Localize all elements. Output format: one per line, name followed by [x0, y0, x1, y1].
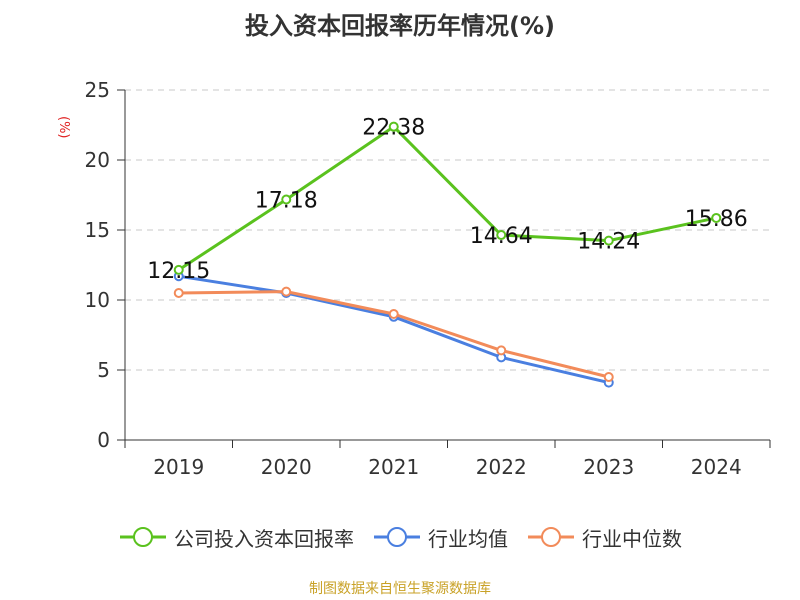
series-line-2 [178, 290, 610, 379]
y-tick-label-20: 20 [85, 148, 110, 172]
series-point-2-2021 [388, 309, 399, 319]
series-point-0-2022 [496, 230, 507, 241]
series-point-2-2022 [496, 345, 507, 356]
series-point-0-2023 [603, 235, 614, 246]
x-tick-label-2021: 2021 [368, 455, 419, 479]
x-tick-label-2022: 2022 [476, 455, 527, 479]
y-tick-label-5: 5 [97, 358, 110, 382]
legend-item-company[interactable]: 公司投入资本回报率 [118, 523, 354, 552]
x-tick-label-2024: 2024 [691, 455, 742, 479]
x-tick-label-2020: 2020 [261, 455, 312, 479]
series-point-0-2024 [711, 212, 722, 223]
data-label-2023: 14.24 [577, 230, 640, 255]
legend-swatch-industry-mean [374, 527, 420, 547]
x-tick-label-2019: 2019 [153, 455, 204, 479]
legend-marker-industry-median [541, 527, 561, 547]
series-point-2-2019 [173, 288, 184, 298]
series-point-2-2023 [603, 372, 614, 382]
data-label-2021: 22.38 [362, 116, 425, 141]
series-point-0-2021 [388, 121, 399, 132]
legend-marker-industry-mean [387, 527, 407, 547]
y-tick-label-15: 15 [85, 218, 110, 242]
legend-label-company: 公司投入资本回报率 [174, 526, 354, 551]
data-label-2020: 17.18 [255, 188, 318, 213]
data-label-2019: 12.15 [147, 259, 210, 284]
series-point-0-2019 [173, 264, 184, 275]
legend-item-industry-mean[interactable]: 行业均值 [372, 523, 508, 552]
legend-swatch-industry-median [528, 527, 574, 547]
legend-marker-company [133, 527, 153, 547]
legend-item-industry-median[interactable]: 行业中位数 [526, 523, 682, 552]
legend-label-industry-mean: 行业均值 [428, 526, 508, 551]
chart-title: 投入资本回报率历年情况(%) [245, 12, 555, 40]
data-label-2022: 14.64 [470, 224, 533, 249]
series-line-0 [177, 125, 717, 272]
y-tick-label-0: 0 [97, 428, 110, 452]
y-tick-label-25: 25 [85, 78, 110, 102]
y-tick-label-10: 10 [85, 288, 110, 312]
source-note: 制图数据来自恒生聚源数据库 [309, 581, 491, 597]
data-label-2024: 15.86 [685, 207, 748, 232]
series-point-0-2020 [281, 194, 292, 205]
x-tick-label-2023: 2023 [583, 455, 634, 479]
series-point-2-2020 [281, 286, 292, 297]
legend-label-industry-median: 行业中位数 [582, 526, 682, 551]
legend: 公司投入资本回报率 行业均值 行业中位数 [0, 521, 800, 553]
legend-swatch-company [120, 527, 166, 547]
